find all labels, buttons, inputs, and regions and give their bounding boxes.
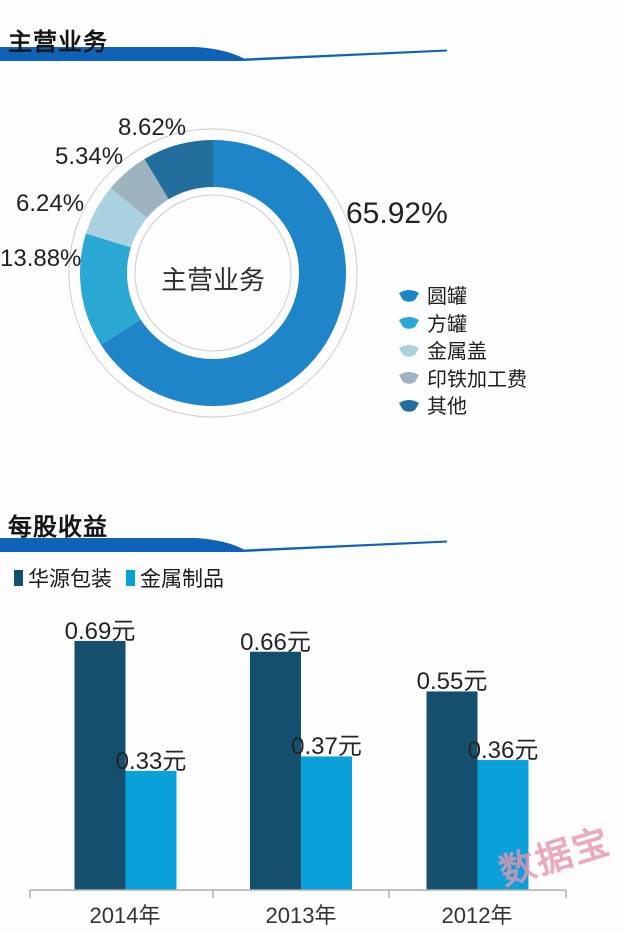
legend-label: 其他: [427, 396, 467, 419]
legend-label: 印铁加工费: [427, 368, 527, 391]
pie-wedge-icon: [399, 399, 419, 412]
bar: [477, 760, 529, 890]
donut-slice: [101, 140, 347, 406]
x-axis-label-2014: 2014年: [89, 903, 161, 928]
pie-wedge-icon: [399, 317, 419, 329]
donut-legend: 圆罐 方罐 金属盖 印铁加工费 其他: [398, 281, 527, 419]
donut-pct-label-metal-lid: 6.24%: [16, 190, 85, 217]
donut-outer-guide-circle: [68, 128, 358, 418]
pie-wedge-icon: [399, 344, 419, 357]
bar-legend: 华源包装 金属制品: [14, 563, 224, 593]
x-axis-label-2013: 2013年: [265, 903, 337, 928]
donut-slice: [80, 233, 141, 345]
legend-label: 方罐: [427, 313, 467, 336]
donut-pct-label-square-can: 13.88%: [0, 245, 82, 272]
bar-value-label: 0.66元: [240, 628, 311, 656]
section-title-main-business: 主营业务: [8, 29, 108, 56]
x-axis: [29, 889, 567, 898]
legend-item-round-can: 圆罐: [398, 281, 527, 309]
legend-item-metal-lid: 金属盖: [398, 336, 527, 364]
legend-label: 圆罐: [427, 286, 467, 309]
legend-label: 金属盖: [427, 341, 487, 364]
donut-pct-label-tin-printing: 5.34%: [55, 143, 124, 170]
bar-chart: [74, 640, 529, 890]
donut-slice: [144, 140, 213, 200]
bar: [125, 770, 177, 890]
donut-slice: [86, 187, 147, 248]
bar: [426, 691, 478, 890]
bar: [250, 651, 301, 890]
legend-label: 金属制品: [140, 568, 224, 591]
bar-value-label: 0.37元: [291, 733, 362, 761]
donut-center-label: 主营业务: [160, 265, 265, 295]
donut-pct-label-other: 8.62%: [118, 114, 187, 141]
legend-item-huayuan: 华源包装: [14, 563, 112, 593]
legend-item-tin-printing: 印铁加工费: [398, 364, 527, 392]
header-swoosh-2: [0, 538, 447, 552]
donut-slice: [110, 159, 169, 219]
header-swoosh-1: [0, 47, 447, 61]
bar-value-label: 0.36元: [467, 737, 539, 765]
bar-value-label: 0.69元: [64, 617, 136, 645]
legend-item-square-can: 方罐: [398, 309, 527, 337]
donut-chart: [80, 140, 347, 406]
section-title-eps: 每股收益: [8, 514, 108, 541]
donut-inner-guide-circle: [134, 194, 292, 352]
series-swatch-icon: [14, 570, 23, 586]
bar-value-label: 0.55元: [416, 668, 488, 696]
pie-wedge-icon: [399, 372, 419, 384]
bar: [74, 640, 126, 890]
donut-pct-label-round-can: 65.92%: [346, 197, 448, 230]
series-swatch-icon: [126, 570, 135, 586]
legend-item-metal-products: 金属制品: [126, 563, 224, 593]
bar-value-label: 0.33元: [115, 747, 187, 775]
x-axis-label-2012: 2012年: [441, 903, 513, 928]
legend-label: 华源包装: [28, 568, 112, 591]
bar: [301, 756, 352, 890]
legend-item-other: 其他: [398, 391, 527, 419]
pie-wedge-icon: [399, 289, 419, 302]
